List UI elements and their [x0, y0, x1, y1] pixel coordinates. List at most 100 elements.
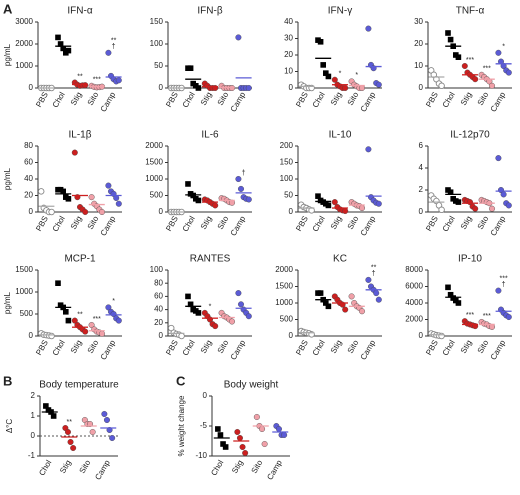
data-point	[55, 34, 61, 41]
y-tick-label: 0	[159, 331, 164, 340]
data-point	[505, 202, 512, 209]
y-tick-label: 20	[414, 39, 423, 48]
x-tick-label: Camp	[229, 338, 248, 361]
x-tick-label: Stig	[69, 215, 84, 231]
data-point	[212, 323, 219, 330]
y-tick-label: 20	[154, 318, 163, 327]
chart-title: MCP-1	[64, 254, 96, 265]
x-tick-label: Stig	[329, 215, 344, 231]
chart-title: KC	[333, 254, 347, 265]
y-axis-label: pg/mL	[3, 43, 12, 66]
data-point	[37, 188, 45, 195]
x-tick-label: PBS	[34, 339, 50, 357]
x-tick-label: Sito	[476, 90, 491, 107]
x-tick-label: Sito	[346, 214, 361, 231]
y-tick-label: 80	[154, 278, 163, 287]
data-point	[447, 189, 454, 195]
significance: *	[339, 71, 342, 78]
x-tick-label: Camp	[99, 338, 118, 361]
data-point	[236, 435, 243, 442]
data-point	[235, 290, 242, 297]
data-point	[228, 318, 235, 325]
x-tick-label: Camp	[359, 90, 378, 113]
data-point	[489, 82, 496, 89]
data-point	[82, 82, 89, 89]
data-point	[455, 199, 462, 205]
data-point	[65, 196, 72, 202]
x-tick-label: PBS	[294, 215, 310, 233]
x-tick-label: PBS	[294, 91, 310, 109]
y-tick-label: 3000	[15, 17, 33, 26]
data-point	[505, 69, 512, 76]
data-point	[215, 426, 221, 432]
data-point	[65, 317, 72, 324]
x-tick-label: PBS	[424, 215, 440, 233]
data-point	[212, 202, 219, 209]
data-point	[67, 439, 74, 446]
y-tick-label: 0	[159, 83, 164, 92]
y-tick-label: 50	[154, 61, 163, 70]
x-tick-label: Sito	[86, 90, 101, 107]
x-tick-label: Camp	[229, 214, 248, 237]
y-tick-label: 1	[31, 411, 36, 420]
x-tick-label: Camp	[489, 214, 508, 237]
data-point	[447, 291, 454, 298]
data-point	[331, 76, 338, 83]
x-tick-label: PBS	[294, 339, 310, 357]
y-tick-label: -1	[28, 451, 36, 460]
data-point	[359, 308, 366, 315]
y-tick-label: 150	[280, 158, 294, 167]
data-point	[489, 205, 496, 212]
x-tick-label: Sito	[86, 338, 101, 355]
data-point	[55, 280, 61, 286]
data-point	[317, 39, 324, 45]
data-point	[50, 413, 57, 419]
data-point	[115, 317, 122, 324]
significance: ***	[93, 316, 101, 323]
data-point	[71, 149, 78, 156]
x-tick-label: Sito	[216, 338, 231, 355]
y-tick-label: 60	[154, 292, 163, 301]
x-tick-label: Chol	[441, 338, 457, 357]
data-point	[57, 41, 64, 47]
x-tick-label: Camp	[489, 90, 508, 113]
chart-title: Body weight	[224, 380, 279, 391]
data-point	[48, 208, 55, 216]
data-point	[115, 200, 122, 207]
x-tick-label: Stig	[329, 91, 344, 107]
significance: ***	[500, 275, 508, 282]
data-point	[245, 196, 252, 203]
data-point	[461, 63, 468, 70]
chart-title: IL-6	[201, 130, 219, 141]
y-tick-label: 60	[24, 158, 33, 167]
significance: **	[77, 73, 83, 80]
significance: **	[67, 419, 73, 426]
x-tick-label: Chol	[181, 338, 197, 357]
data-point	[375, 81, 382, 88]
x-tick-label: Stig	[329, 339, 344, 355]
y-axis-label: pg/mL	[3, 291, 12, 314]
y-tick-label: 6000	[405, 282, 423, 291]
y-axis-label: % weight change	[177, 395, 186, 456]
y-tick-label: 4000	[405, 298, 423, 307]
data-point	[253, 414, 260, 421]
y-tick-label: 10	[284, 67, 293, 76]
data-point	[60, 188, 66, 195]
data-point	[234, 429, 241, 436]
x-tick-label: Chol	[181, 90, 197, 109]
y-tick-label: 30	[414, 17, 423, 26]
data-point	[455, 300, 462, 306]
data-point	[187, 65, 194, 71]
x-tick-label: Stig	[58, 459, 73, 475]
data-point	[445, 284, 451, 291]
data-point	[325, 202, 332, 209]
significance: *	[502, 44, 505, 51]
chart-title: IL-12p70	[450, 130, 490, 141]
x-tick-label: Stig	[230, 459, 245, 475]
y-tick-label: 50	[284, 191, 293, 200]
y-tick-label: 0	[419, 83, 424, 92]
x-tick-label: Camp	[265, 458, 284, 481]
data-point	[500, 191, 507, 198]
data-point	[195, 310, 202, 316]
panel-label: B	[3, 373, 12, 388]
